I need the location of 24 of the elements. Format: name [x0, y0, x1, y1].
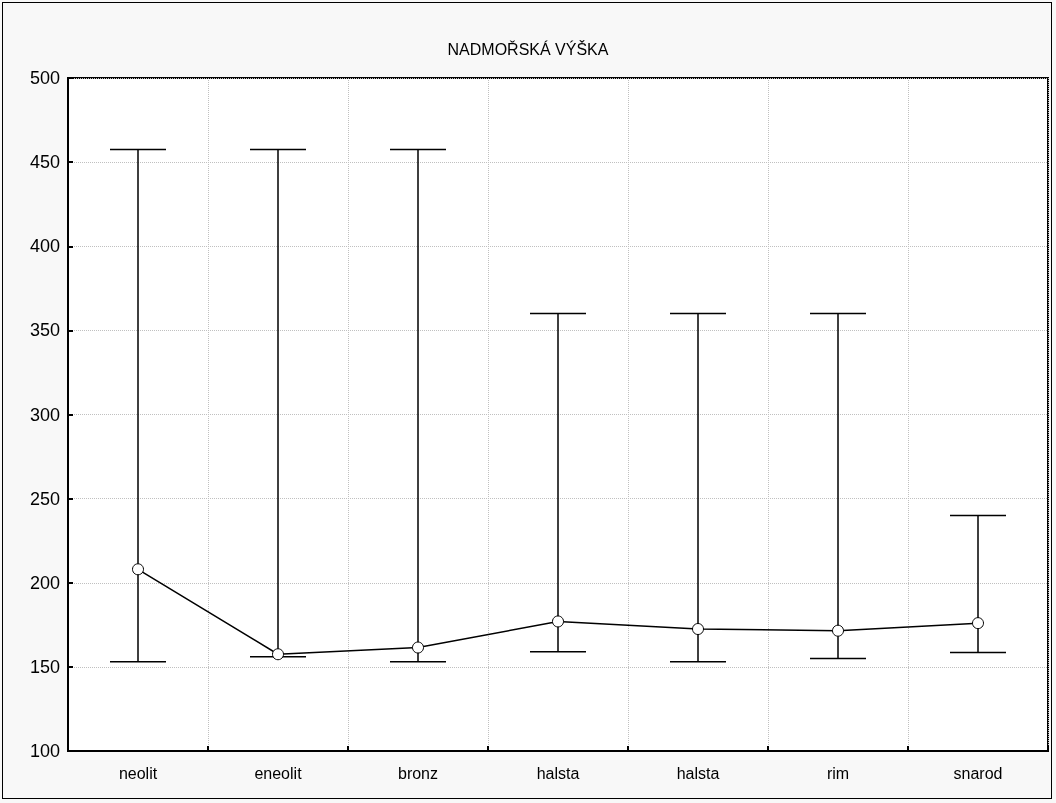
x-tick-label: bronz: [397, 764, 439, 782]
point: [552, 615, 564, 628]
point: [972, 617, 984, 630]
y-tick-label: 450: [29, 152, 60, 173]
y-tick-label: 100: [29, 741, 60, 761]
x-tick-label: snarod: [953, 764, 1003, 782]
x-tick-label: rim: [826, 764, 850, 782]
y-tick-label: 350: [29, 320, 60, 341]
y-tick-label: 200: [29, 572, 60, 593]
point: [832, 624, 844, 637]
x-tick-label: halsta: [536, 764, 580, 782]
chart-title: NADMOŘSKÁ VÝŠKA: [447, 39, 609, 58]
point: [692, 623, 704, 636]
point: [132, 563, 144, 576]
point: [272, 648, 284, 661]
x-tick-label: halsta: [676, 764, 720, 782]
point: [412, 641, 424, 654]
y-tick-label: 250: [29, 488, 60, 509]
y-tick-label: 300: [29, 404, 60, 425]
y-tick-label: 500: [29, 68, 60, 88]
x-tick-label: eneolit: [254, 764, 303, 782]
x-tick-label: neolit: [118, 764, 158, 782]
y-tick-label: 400: [29, 236, 60, 257]
y-tick-label: 150: [29, 656, 60, 677]
